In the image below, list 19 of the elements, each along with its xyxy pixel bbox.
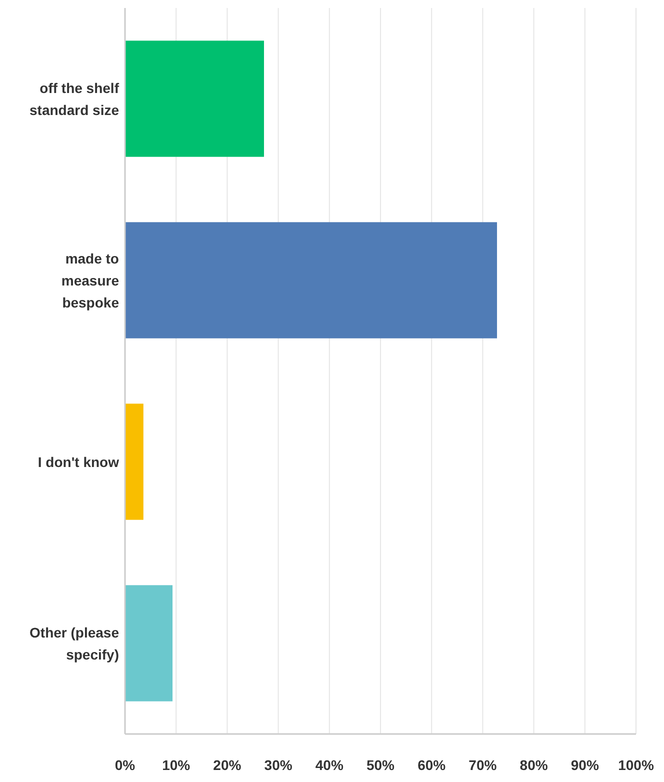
x-tick-label: 70% <box>468 756 498 773</box>
y-tick-label: Other (please specify) <box>30 624 120 662</box>
y-tick-label: off the shelf standard size <box>30 80 120 118</box>
y-tick-label: I don't know <box>38 454 120 470</box>
x-tick-label: 80% <box>520 756 548 773</box>
bar <box>125 40 264 157</box>
x-tick-label: 60% <box>418 756 446 773</box>
x-tick-label: 10% <box>162 756 191 773</box>
bar <box>125 222 498 338</box>
x-tick-label: 20% <box>213 756 242 773</box>
x-tick-label: 40% <box>315 756 344 773</box>
bar <box>125 585 173 702</box>
x-tick-label: 0% <box>114 756 136 773</box>
y-tick-label: made to measure bespoke <box>61 250 120 310</box>
x-tick-label: 30% <box>264 756 293 773</box>
x-tick-label: 90% <box>570 756 600 773</box>
bar <box>125 404 144 520</box>
x-tick-label: 50% <box>366 756 396 773</box>
x-tick-label: 100% <box>618 756 654 773</box>
